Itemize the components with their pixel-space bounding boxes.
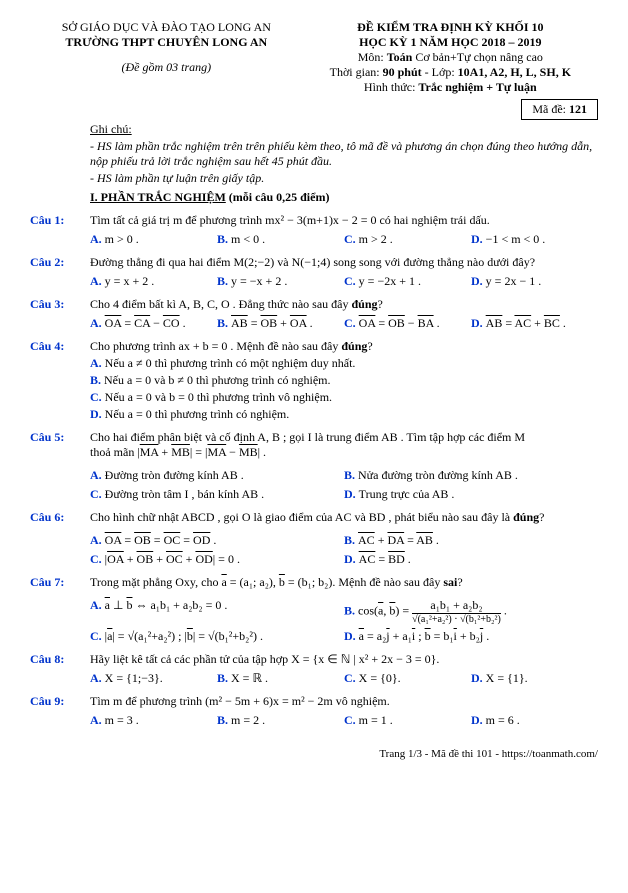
school: TRƯỜNG THPT CHUYÊN LONG AN [30,35,303,50]
time-line: Thời gian: 90 phút - Lớp: 10A1, A2, H, L… [303,65,598,80]
question-6: Câu 6: Cho hình chữ nhật ABCD , gọi O là… [30,510,598,525]
section-1: I. PHẦN TRẮC NGHIỆM (mỗi câu 0,25 điểm) [90,190,598,205]
q3-text: Cho 4 điểm bất kì A, B, C, O . Đẳng thức… [90,297,598,312]
q7-text: Trong mặt phẳng Oxy, cho a = (a₁; a₂), b… [90,575,598,590]
q4-c: C. Nếu a = 0 và b = 0 thì phương trình v… [90,390,598,405]
q1-text: Tìm tất cả giá trị m để phương trình mx²… [90,213,598,228]
q2-options: A. y = x + 2 . B. y = −x + 2 . C. y = −2… [90,274,598,289]
question-4: Câu 4: Cho phương trình ax + b = 0 . Mện… [30,339,598,354]
q6-text: Cho hình chữ nhật ABCD , gọi O là giao đ… [90,510,598,525]
q4-d: D. Nếu a = 0 thì phương trình có nghiệm. [90,407,598,422]
question-2: Câu 2: Đường thẳng đi qua hai điểm M(2;−… [30,255,598,270]
notes-label: Ghi chú: [90,122,598,137]
question-1: Câu 1: Tìm tất cả giá trị m để phương tr… [30,213,598,228]
q4-text: Cho phương trình ax + b = 0 . Mệnh đề nà… [90,339,598,354]
exam-title: ĐỀ KIỂM TRA ĐỊNH KỲ KHỐI 10 [303,20,598,35]
question-8: Câu 8: Hãy liệt kê tất cả các phần tử củ… [30,652,598,667]
subject-line: Môn: Toán Cơ bản+Tự chọn nâng cao [303,50,598,65]
format-line: Hình thức: Trắc nghiệm + Tự luận [303,80,598,95]
page-footer: Trang 1/3 - Mã đề thi 101 - https://toan… [30,748,598,760]
q5-options: A. Đường tròn đường kính AB . B. Nửa đườ… [90,464,598,502]
question-3: Câu 3: Cho 4 điểm bất kì A, B, C, O . Đẳ… [30,297,598,312]
q5-text: Cho hai điểm phân biệt và cố định A, B ;… [90,430,598,460]
q9-text: Tìm m để phương trình (m² − 5m + 6)x = m… [90,694,598,709]
header-right: ĐỀ KIỂM TRA ĐỊNH KỲ KHỐI 10 HỌC KỲ 1 NĂM… [303,20,598,95]
exam-code-box: Mã đề: 121 [521,99,598,120]
code-row: Mã đề: 121 [30,95,598,120]
q7-options: A. a ⊥ b ⇔ a₁b₁ + a₂b₂ = 0 . B. cos(a, b… [90,594,598,644]
q8-options: A. X = {1;−3}. B. X = ℝ . C. X = {0}. D.… [90,671,598,686]
header: SỞ GIÁO DỤC VÀ ĐÀO TẠO LONG AN TRƯỜNG TH… [30,20,598,95]
q4-a: A. Nếu a ≠ 0 thì phương trình có một ngh… [90,356,598,371]
term: HỌC KỲ 1 NĂM HỌC 2018 – 2019 [303,35,598,50]
q1-options: A. m > 0 . B. m < 0 . C. m > 2 . D. −1 <… [90,232,598,247]
q6-options: A. OA = OB = OC = OD . B. AC + DA = AB .… [90,529,598,567]
q3-options: A. OA = CA − CO . B. AB = OB + OA . C. O… [90,316,598,331]
page-count: (Đề gồm 03 trang) [30,60,303,75]
q8-text: Hãy liệt kê tất cả các phần tử của tập h… [90,652,598,667]
question-7: Câu 7: Trong mặt phẳng Oxy, cho a = (a₁;… [30,575,598,590]
question-5: Câu 5: Cho hai điểm phân biệt và cố định… [30,430,598,460]
q4-b: B. Nếu a = 0 và b ≠ 0 thì phương trình c… [90,373,598,388]
question-9: Câu 9: Tìm m để phương trình (m² − 5m + … [30,694,598,709]
q9-options: A. m = 3 . B. m = 2 . C. m = 1 . D. m = … [90,713,598,728]
note-1: - HS làm phần trắc nghiệm trên trên phiế… [90,139,598,169]
header-left: SỞ GIÁO DỤC VÀ ĐÀO TẠO LONG AN TRƯỜNG TH… [30,20,303,95]
dept: SỞ GIÁO DỤC VÀ ĐÀO TẠO LONG AN [30,20,303,35]
note-2: - HS làm phần tự luận trên giấy tập. [90,171,598,186]
q2-text: Đường thẳng đi qua hai điểm M(2;−2) và N… [90,255,598,270]
